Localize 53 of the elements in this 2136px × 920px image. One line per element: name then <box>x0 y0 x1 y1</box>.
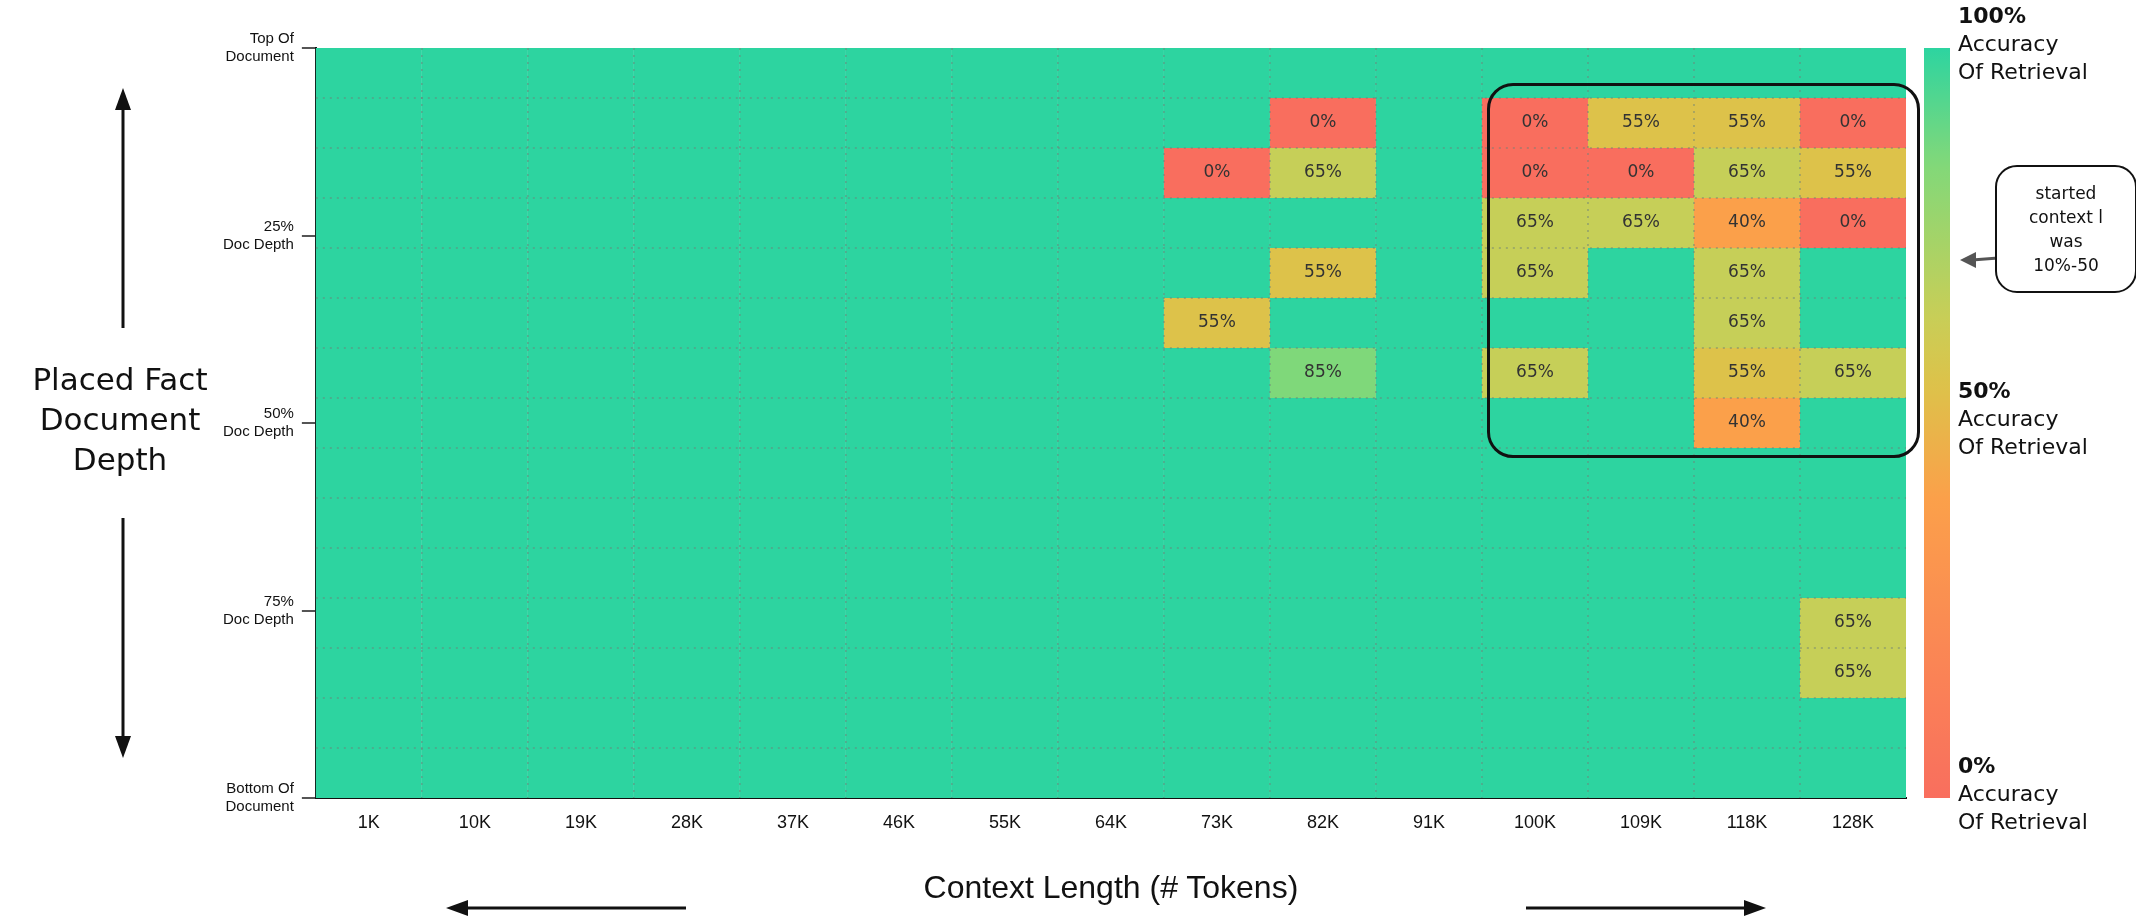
y-tick-label: 50% Doc Depth <box>222 404 294 440</box>
data-label: 65% <box>1304 161 1342 182</box>
x-tick-label: 64K <box>1094 811 1127 832</box>
data-label: 65% <box>1834 361 1872 382</box>
data-label: 65% <box>1728 161 1766 182</box>
x-tick-label: 46K <box>882 811 915 832</box>
x-tick-label: 1K <box>357 811 380 832</box>
x-tick-label: 37K <box>776 811 809 832</box>
x-tick-label: 10K <box>458 811 491 832</box>
data-label: 55% <box>1622 111 1660 132</box>
data-label: 65% <box>1728 311 1766 332</box>
data-label: 55% <box>1728 111 1766 132</box>
x-tick-label: 73K <box>1200 811 1233 832</box>
text: started context l was 10%-50 <box>1995 165 2136 293</box>
data-label: 65% <box>1516 211 1554 232</box>
x-tick-label: 100K <box>1513 811 1556 832</box>
data-label: 0% <box>1627 161 1655 182</box>
x-tick-label: 82K <box>1306 811 1339 832</box>
color-bar-label: 50% Accuracy Of Retrieval <box>1958 377 2088 459</box>
data-label: 85% <box>1304 361 1342 382</box>
y-tick-label: Top Of Document <box>225 29 295 65</box>
x-tick-label: 128K <box>1831 811 1875 832</box>
x-axis-title: Context Length (# Tokens) <box>923 868 1299 905</box>
data-label: 40% <box>1728 211 1766 232</box>
data-label: 0% <box>1521 161 1549 182</box>
data-label: 0% <box>1521 111 1549 132</box>
data-label: 55% <box>1304 261 1342 282</box>
data-label: 65% <box>1516 261 1554 282</box>
data-label: 65% <box>1516 361 1554 382</box>
color-bar-label: 0% Accuracy Of Retrieval <box>1958 752 2088 834</box>
y-axis-title: Placed Fact Document Depth <box>32 361 208 477</box>
y-tick-label: Bottom Of Document <box>225 779 295 815</box>
data-label: 65% <box>1834 611 1872 632</box>
x-tick-label: 55K <box>988 811 1021 832</box>
data-label: 40% <box>1728 411 1766 432</box>
data-label: 65% <box>1622 211 1660 232</box>
y-tick-label: 75% Doc Depth <box>222 591 294 627</box>
data-label: 55% <box>1834 161 1872 182</box>
data-label: 0% <box>1839 211 1867 232</box>
data-label: 55% <box>1728 361 1766 382</box>
data-label: 65% <box>1728 261 1766 282</box>
data-label: 0% <box>1309 111 1337 132</box>
data-label: 55% <box>1198 311 1236 332</box>
x-tick-label: 19K <box>564 811 597 832</box>
x-tick-label: 28K <box>670 811 703 832</box>
data-label: 0% <box>1839 111 1867 132</box>
x-tick-label: 118K <box>1726 811 1768 832</box>
data-label: 0% <box>1203 161 1231 182</box>
y-tick-label: 25% Doc Depth <box>222 216 294 252</box>
x-tick-label: 91K <box>1412 811 1445 832</box>
color-bar-label: 100% Accuracy Of Retrieval <box>1958 2 2088 84</box>
data-label: 65% <box>1834 661 1872 682</box>
x-tick-label: 109K <box>1619 811 1662 832</box>
